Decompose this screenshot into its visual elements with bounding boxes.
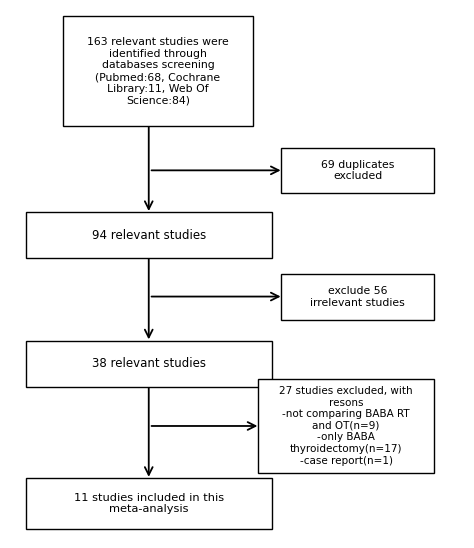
FancyBboxPatch shape (26, 212, 272, 258)
Text: 27 studies excluded, with
resons
-not comparing BABA RT
and OT(n=9)
-only BABA
t: 27 studies excluded, with resons -not co… (279, 386, 413, 465)
FancyBboxPatch shape (26, 478, 272, 529)
FancyBboxPatch shape (281, 274, 434, 319)
Text: 163 relevant studies were
identified through
databases screening
(Pubmed:68, Coc: 163 relevant studies were identified thr… (87, 37, 229, 105)
FancyBboxPatch shape (26, 341, 272, 387)
Text: 11 studies included in this
meta-analysis: 11 studies included in this meta-analysi… (73, 493, 224, 515)
Text: exclude 56
irrelevant studies: exclude 56 irrelevant studies (310, 286, 405, 307)
FancyBboxPatch shape (63, 16, 253, 127)
FancyBboxPatch shape (281, 148, 434, 193)
Text: 38 relevant studies: 38 relevant studies (92, 357, 206, 370)
Text: 69 duplicates
excluded: 69 duplicates excluded (321, 160, 394, 181)
Text: 94 relevant studies: 94 relevant studies (91, 229, 206, 242)
FancyBboxPatch shape (258, 379, 434, 473)
